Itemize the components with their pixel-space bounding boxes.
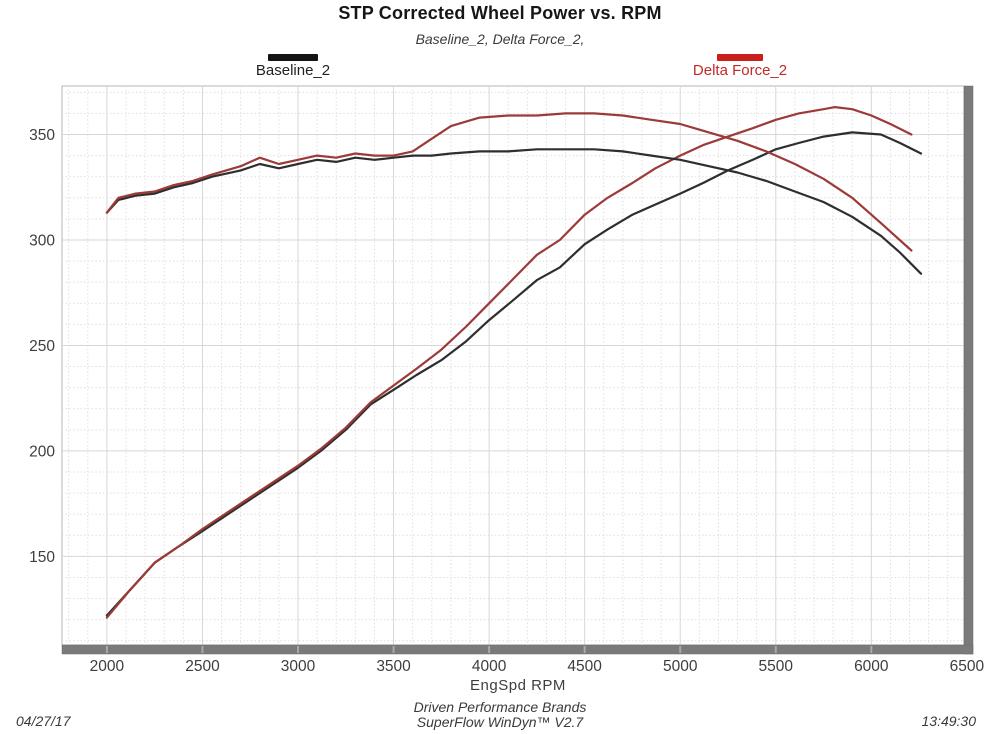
x-tick-label: 6500 <box>950 658 985 675</box>
y-tick-label: 150 <box>29 549 55 566</box>
footer-brand-line: Driven Performance Brands <box>413 699 587 715</box>
chart-subtitle: Baseline_2, Delta Force_2, <box>415 31 585 47</box>
plot-area <box>61 85 965 646</box>
curve-baseline-2-torque <box>105 148 923 275</box>
x-tick-label: 4000 <box>472 658 507 675</box>
x-tick-label: 3500 <box>376 658 411 675</box>
x-tick-label: 3000 <box>281 658 316 675</box>
x-tick-label: 2000 <box>90 658 125 675</box>
y-tick-label: 300 <box>29 232 55 249</box>
legend-label-baseline: Baseline_2 <box>255 62 331 79</box>
footer-software-line: SuperFlow WinDyn™ V2.7 <box>416 714 584 730</box>
x-tick-label: 5500 <box>759 658 794 675</box>
x-axis-label: EngSpd RPM <box>470 677 566 694</box>
y-tick-label: 250 <box>29 338 55 355</box>
curve-delta-force-2-power <box>105 105 913 619</box>
legend-swatch-baseline <box>268 54 318 61</box>
x-tick-label: 5000 <box>663 658 698 675</box>
legend-swatch-delta-force <box>717 54 763 61</box>
chart-title: STP Corrected Wheel Power vs. RPM <box>338 3 662 23</box>
curve-baseline-2-power <box>105 131 923 617</box>
grid-major <box>62 86 964 645</box>
footer-date: 04/27/17 <box>16 713 71 729</box>
y-tick-label: 200 <box>29 443 55 460</box>
grid-minor <box>62 86 964 645</box>
x-tick-label: 2500 <box>185 658 220 675</box>
axis-tick-labels: 2000 2500 3000 3500 4000 4500 5000 5500 6000 6500… <box>29 127 984 675</box>
footer-time: 13:49:30 <box>921 713 977 729</box>
legend-label-delta-force: Delta Force_2 <box>692 62 788 79</box>
curve-delta-force-2-torque <box>105 112 913 252</box>
x-tick-label: 6000 <box>854 658 889 675</box>
y-tick-label: 350 <box>29 127 55 144</box>
plot-edge-bars <box>61 85 974 655</box>
x-tick-label: 4500 <box>567 658 602 675</box>
